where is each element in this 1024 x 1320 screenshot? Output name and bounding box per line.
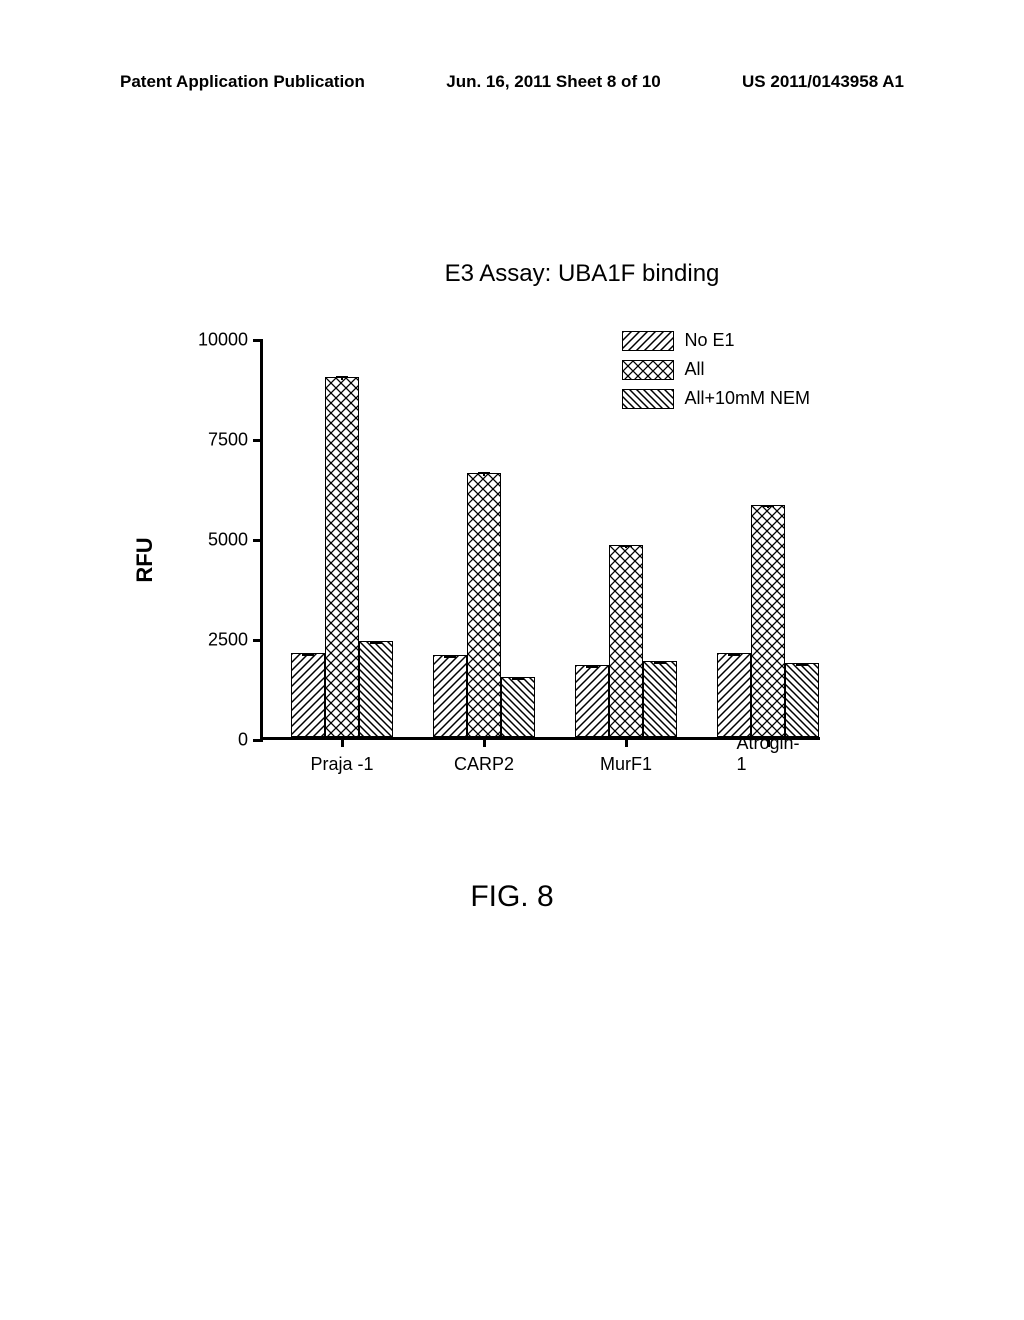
bar <box>643 661 677 737</box>
y-tick-label: 7500 <box>188 430 248 451</box>
x-tick <box>625 737 628 747</box>
legend-label: All+10mM NEM <box>684 388 810 409</box>
y-tick-label: 5000 <box>188 530 248 551</box>
y-axis-title: RFU <box>132 537 158 582</box>
bar <box>325 377 359 737</box>
chart-legend: No E1 All All+10mM NEM <box>622 330 810 417</box>
error-cap <box>512 678 524 680</box>
y-tick <box>253 539 263 542</box>
bar <box>785 663 819 737</box>
chart-title: E3 Assay: UBA1F binding <box>0 260 1024 288</box>
x-tick-label: MurF1 <box>600 754 652 775</box>
figure-caption: FIG. 8 <box>0 880 1024 914</box>
bar <box>609 545 643 737</box>
y-tick-label: 0 <box>188 730 248 751</box>
legend-item: All+10mM NEM <box>622 388 810 409</box>
bar <box>717 653 751 737</box>
error-cap <box>620 545 632 547</box>
bar <box>575 665 609 737</box>
x-tick <box>341 737 344 747</box>
x-tick-label: Atrogin-1 <box>736 733 799 775</box>
bar <box>751 505 785 737</box>
legend-swatch <box>622 331 674 351</box>
bar-chart: RFU 025005000750010000Praja -1CARP2MurF1… <box>150 320 870 800</box>
bar <box>501 677 535 737</box>
y-tick <box>253 339 263 342</box>
legend-item: All <box>622 359 810 380</box>
error-cap <box>796 664 808 666</box>
error-cap <box>444 656 456 658</box>
error-cap <box>336 376 348 378</box>
header-left: Patent Application Publication <box>120 72 365 92</box>
legend-swatch <box>622 360 674 380</box>
error-cap <box>728 654 740 656</box>
legend-swatch <box>622 389 674 409</box>
x-tick-label: CARP2 <box>454 754 514 775</box>
header-center: Jun. 16, 2011 Sheet 8 of 10 <box>446 72 661 92</box>
bar <box>433 655 467 737</box>
bar <box>291 653 325 737</box>
error-cap <box>370 642 382 644</box>
y-tick <box>253 439 263 442</box>
legend-label: All <box>684 359 704 380</box>
bar <box>467 473 501 737</box>
legend-label: No E1 <box>684 330 734 351</box>
error-cap <box>586 666 598 668</box>
x-tick <box>483 737 486 747</box>
legend-item: No E1 <box>622 330 810 351</box>
y-tick <box>253 739 263 742</box>
error-cap <box>762 505 774 507</box>
header-right: US 2011/0143958 A1 <box>742 72 904 92</box>
x-tick-label: Praja -1 <box>310 754 373 775</box>
y-tick-label: 10000 <box>188 330 248 351</box>
error-cap <box>302 654 314 656</box>
y-tick <box>253 639 263 642</box>
error-cap <box>478 472 490 474</box>
bar <box>359 641 393 737</box>
patent-header: Patent Application Publication Jun. 16, … <box>0 72 1024 92</box>
y-tick-label: 2500 <box>188 630 248 651</box>
error-cap <box>654 662 666 664</box>
